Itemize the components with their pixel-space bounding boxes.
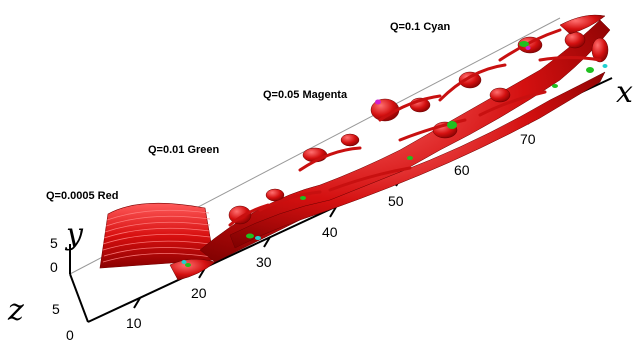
z-tick-5: 5 (52, 301, 60, 317)
y-tick-0: 0 (50, 259, 58, 275)
iso-cyan-patches (181, 64, 608, 264)
x-tick-70: 70 (520, 131, 536, 147)
x-tick-60: 60 (454, 162, 470, 178)
iso-magenta-patches (375, 46, 531, 105)
annotation-magenta: Q=0.05 Magenta (263, 89, 348, 101)
annotation-cyan: Q=0.1 Cyan (390, 21, 451, 33)
z-tick-0: 0 (66, 327, 74, 343)
iso-green-patches (185, 41, 594, 267)
x-tick-50: 50 (388, 193, 404, 209)
y-tick-5: 5 (50, 235, 58, 251)
streak-bundle (99, 202, 215, 269)
annotation-red: Q=0.0005 Red (46, 190, 119, 202)
axis-name-z: z (7, 293, 24, 328)
axis-z-line (69, 273, 89, 323)
vortex-tendrils (228, 28, 602, 227)
x-tick-30: 30 (256, 254, 272, 270)
x-tick-40: 40 (322, 224, 338, 240)
annotation-green: Q=0.01 Green (148, 144, 220, 156)
axis-name-y: y (64, 217, 84, 252)
x-tick-20: 20 (191, 285, 207, 301)
x-tick-10: 10 (126, 315, 142, 331)
turbulent-structures (169, 14, 611, 281)
axis-name-x: x (616, 75, 633, 110)
